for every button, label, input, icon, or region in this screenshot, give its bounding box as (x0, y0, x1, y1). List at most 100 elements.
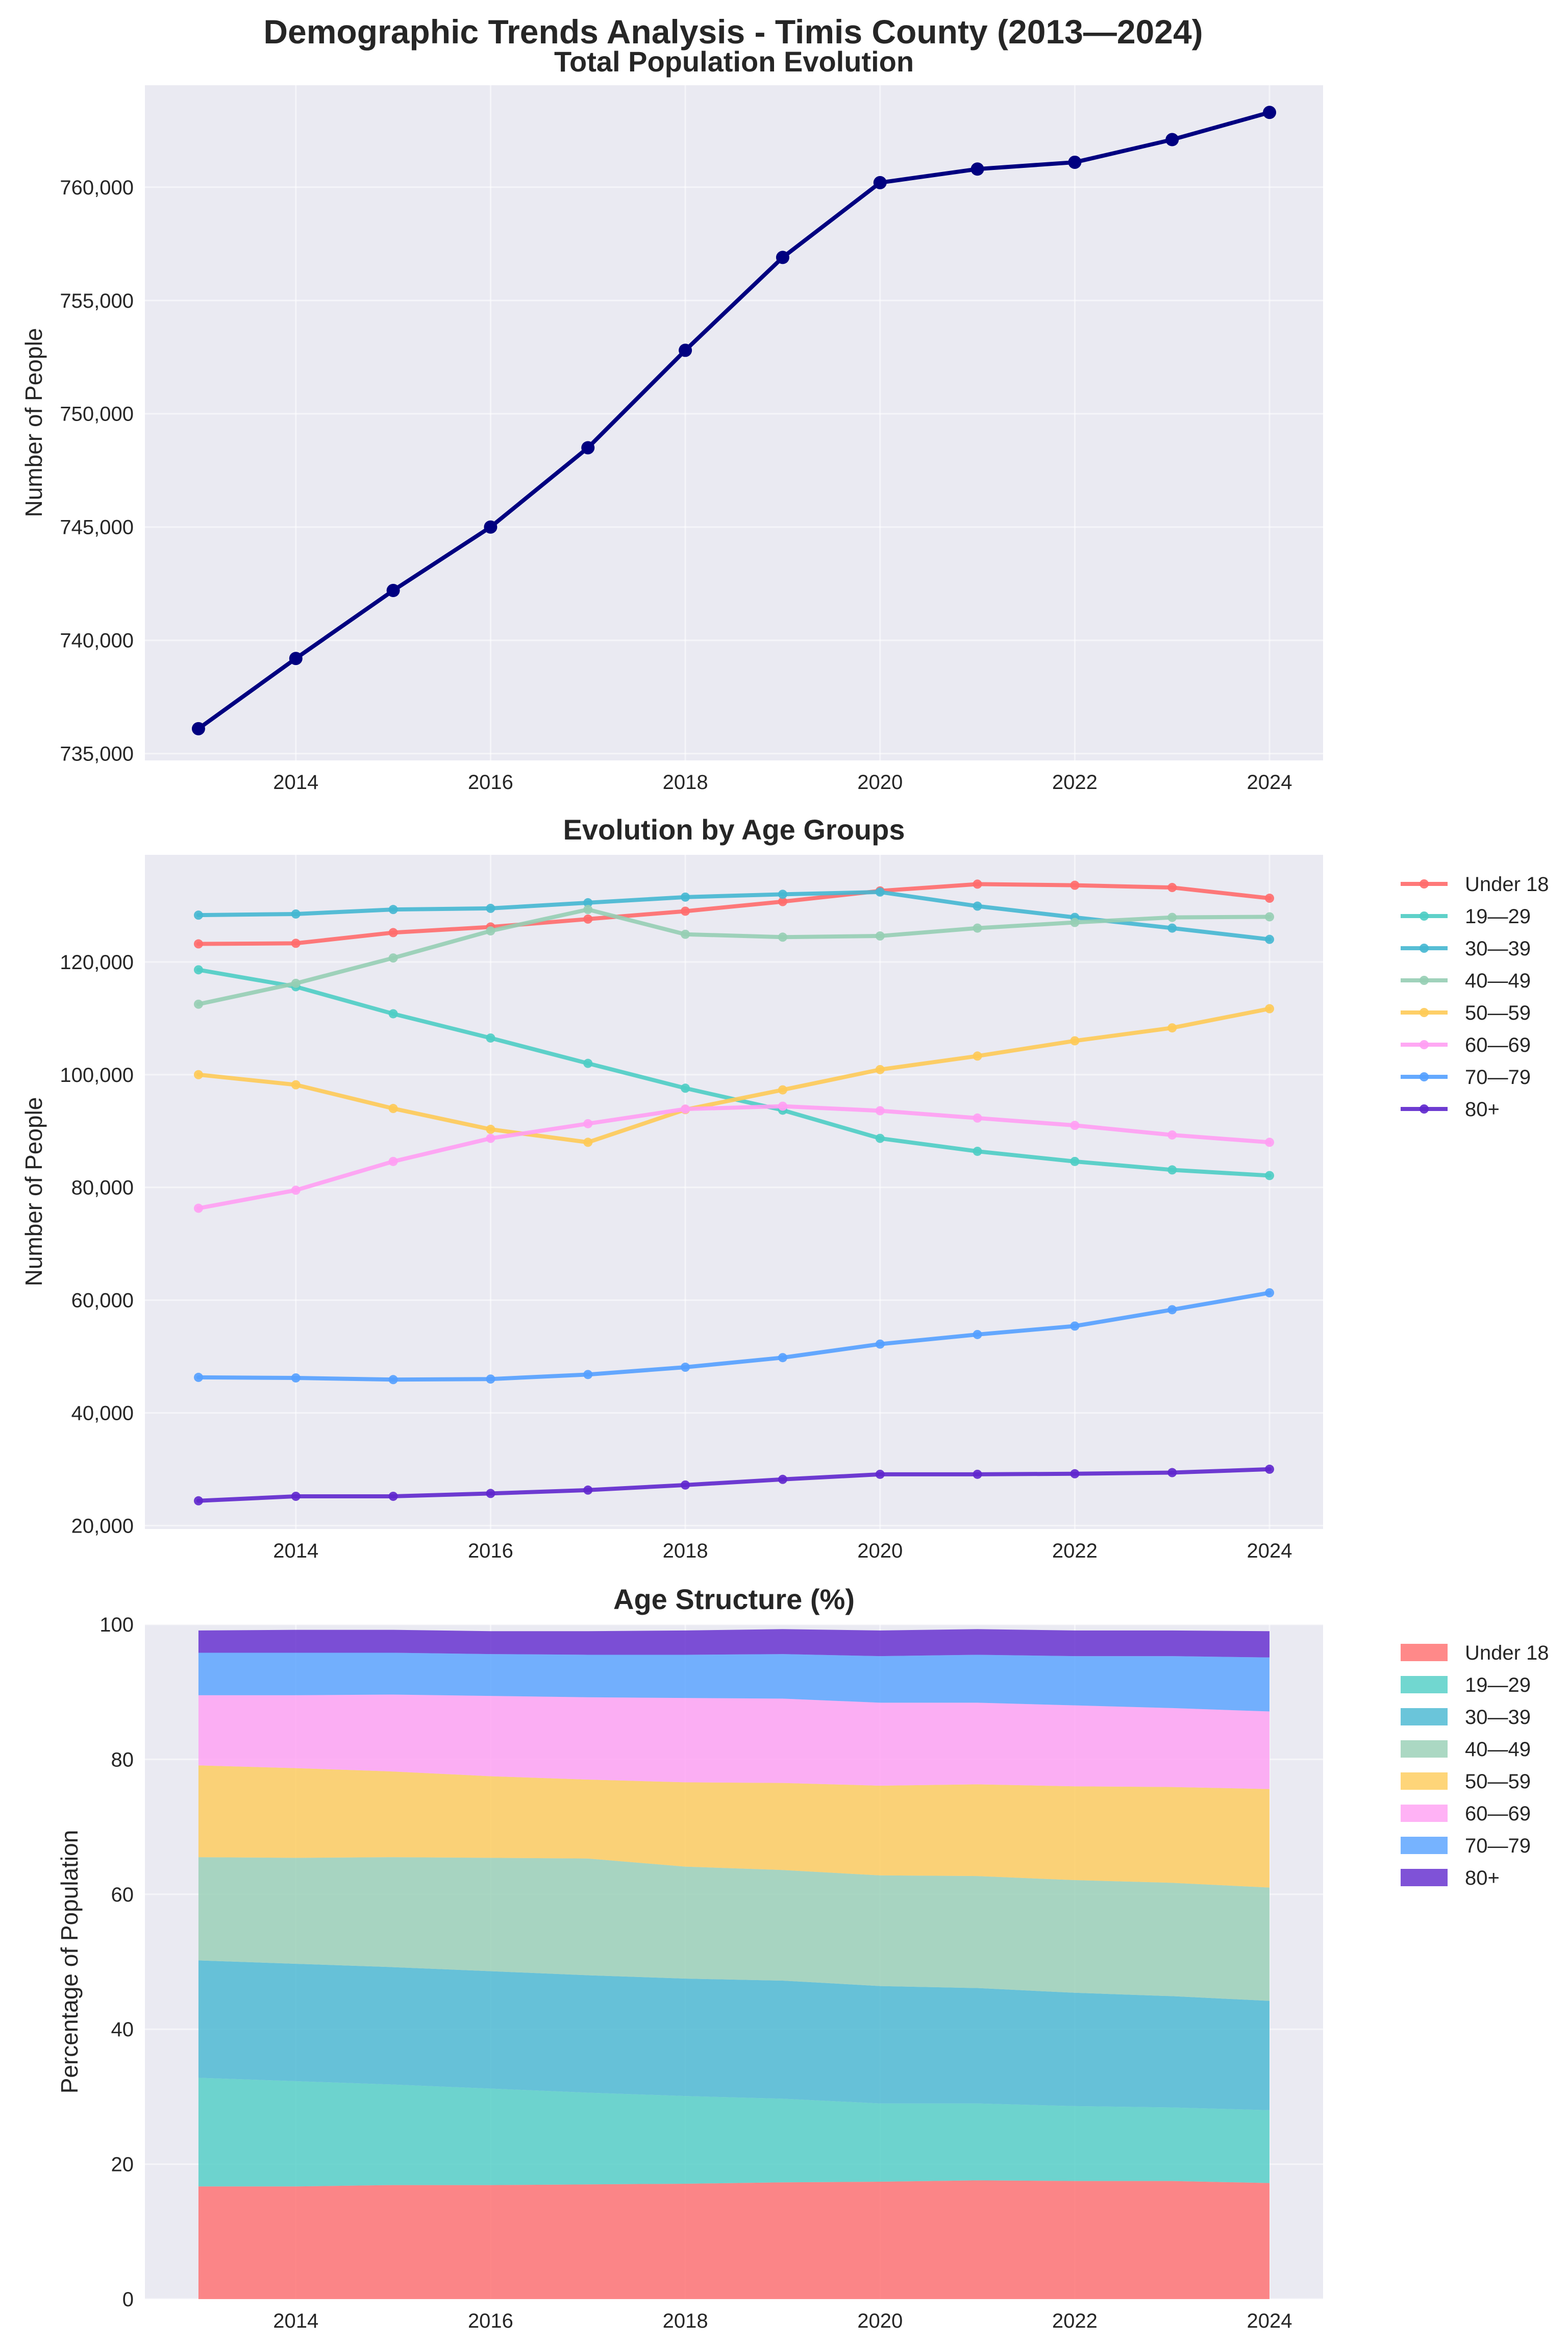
legend-swatch (1401, 1708, 1448, 1725)
x-tick-label: 2022 (1052, 2310, 1098, 2332)
data-point (1167, 1468, 1177, 1477)
x-tick-label: 2020 (857, 2310, 903, 2332)
legend-item: 60—69 (1401, 1803, 1531, 1825)
data-point (486, 1133, 495, 1143)
data-point (973, 1051, 982, 1061)
series-7 (193, 1464, 1275, 1506)
data-point (1070, 1121, 1080, 1130)
y-tick-label: 100,000 (60, 1064, 134, 1087)
data-point (873, 176, 887, 189)
data-point (681, 1104, 690, 1114)
data-point (1167, 912, 1177, 922)
data-point (291, 978, 301, 988)
legend-label: 70—79 (1465, 1066, 1531, 1089)
legend-label: 50—59 (1465, 1770, 1531, 1793)
data-point (681, 1363, 690, 1372)
data-point (1070, 1036, 1080, 1046)
x-tick-label: 2022 (1052, 1540, 1098, 1562)
y-tick-label: 760,000 (60, 177, 134, 199)
data-point (973, 879, 982, 889)
age-groups-chart: Evolution by Age Groups Number of People 2… (20, 813, 1549, 1562)
area-band-6 (198, 1652, 1270, 1712)
legend-marker (1420, 1072, 1429, 1081)
legend-label: 40—49 (1465, 970, 1531, 992)
data-point (1070, 918, 1080, 927)
data-point (973, 1113, 982, 1123)
legend-marker (1420, 976, 1429, 985)
legend-marker (1420, 911, 1429, 921)
legend-item: 70—79 (1401, 1835, 1531, 1857)
data-point (1167, 1165, 1177, 1175)
data-point (388, 1104, 398, 1114)
legend-swatch (1401, 1740, 1448, 1758)
legend-item: 70—79 (1401, 1066, 1531, 1089)
data-point (583, 1138, 593, 1147)
series-2 (193, 887, 1275, 944)
series-line (196, 110, 1272, 731)
data-point (486, 1374, 495, 1384)
data-point (681, 892, 690, 902)
data-point (973, 901, 982, 911)
data-point (291, 1491, 301, 1501)
legend-item: 30—39 (1401, 937, 1531, 960)
area-band-3 (198, 1857, 1270, 2001)
total-population-chart: Total Population Evolution Number of Peop… (20, 45, 1323, 794)
legend-label: 60—69 (1465, 1803, 1531, 1825)
legend-swatch (1401, 1869, 1448, 1886)
chart-title: Evolution by Age Groups (563, 813, 905, 846)
data-point (778, 1085, 787, 1095)
series-3 (193, 905, 1275, 1009)
data-point (1265, 1004, 1275, 1014)
data-point (291, 909, 301, 919)
x-tick-label: 2024 (1247, 771, 1292, 794)
legend: Under 18 19—29 30—39 40—49 50—59 60—69 70—79 80… (1401, 1642, 1549, 1889)
data-point (1165, 133, 1179, 146)
data-point (583, 914, 593, 924)
area-band-1 (198, 2078, 1270, 2187)
data-point (191, 722, 205, 735)
chart-title: Age Structure (%) (613, 1583, 855, 1615)
data-point (1265, 894, 1275, 903)
legend-marker (1420, 1040, 1429, 1049)
x-tick-label: 2018 (663, 1540, 708, 1562)
data-point (583, 1485, 593, 1495)
legend-label: 19—29 (1465, 1674, 1531, 1696)
area-band-0 (198, 2180, 1270, 2299)
x-tick-label: 2022 (1052, 771, 1098, 794)
legend-swatch (1401, 1772, 1448, 1790)
data-point (388, 953, 398, 963)
x-tick-label: 2020 (857, 1540, 903, 1562)
data-point (1167, 1130, 1177, 1140)
data-point (973, 1469, 982, 1479)
legend-label: 19—29 (1465, 905, 1531, 928)
y-tick-label: 20,000 (71, 1515, 134, 1537)
legend-marker (1420, 1008, 1429, 1017)
data-point (778, 897, 787, 906)
data-point (970, 162, 984, 176)
data-point (388, 1491, 398, 1501)
x-tick-label: 2014 (273, 1540, 318, 1562)
y-tick-label: 40,000 (71, 1402, 134, 1424)
data-point (875, 1133, 885, 1143)
data-point (681, 906, 690, 916)
data-point (875, 1339, 885, 1349)
data-point (973, 923, 982, 933)
data-point (778, 1474, 787, 1484)
figure-title: Demographic Trends Analysis - Timis Coun… (263, 13, 1203, 51)
data-point (193, 965, 203, 975)
data-point (388, 928, 398, 937)
gridlines (145, 85, 1323, 760)
data-point (1070, 1321, 1080, 1331)
legend-item: 30—39 (1401, 1706, 1531, 1729)
legend-item: 50—59 (1401, 1770, 1531, 1793)
legend-swatch (1401, 1805, 1448, 1822)
series-6 (193, 1288, 1275, 1385)
x-tick-label: 2024 (1247, 1540, 1292, 1562)
y-tick-label: 735,000 (60, 743, 134, 766)
data-point (1263, 106, 1277, 119)
legend-item: 60—69 (1401, 1034, 1531, 1056)
series-line (196, 890, 1272, 942)
data-point (875, 1065, 885, 1074)
legend-label: 30—39 (1465, 1706, 1531, 1729)
y-tick-label: 80,000 (71, 1177, 134, 1199)
